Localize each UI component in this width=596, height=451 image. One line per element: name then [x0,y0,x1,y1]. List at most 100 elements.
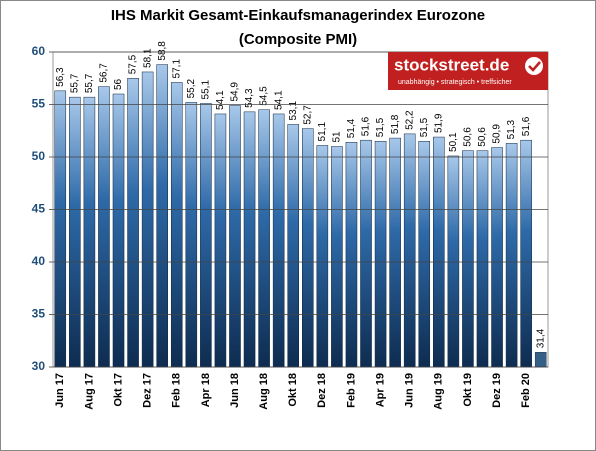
bar [505,143,518,368]
x-tick-label: Okt 19 [462,373,474,407]
value-label: 50,6 [463,127,474,147]
value-label: 51 [332,131,343,143]
bar [287,124,300,368]
value-label: 51,9 [433,113,444,133]
bar [98,86,110,368]
value-label: 55,7 [69,73,80,93]
y-tick-label: 40 [32,254,46,268]
value-label: 58,8 [157,41,168,61]
logo-icon [525,57,543,75]
value-label: 31,4 [535,328,546,348]
value-label: 54,1 [273,90,284,110]
x-tick-label: Jun 19 [404,373,416,408]
x-tick-label: Okt 18 [287,373,299,407]
bar [127,78,139,368]
value-label: 57,5 [128,54,139,74]
x-tick-label: Aug 17 [83,373,95,410]
value-label: 55,7 [84,73,95,93]
bar [476,150,489,368]
bar [345,142,358,368]
logo-check [528,61,541,72]
bar [360,139,372,368]
bar [54,90,67,368]
bar [214,113,227,368]
value-label: 50,1 [448,132,459,152]
logo-name: stockstreet.de [394,55,509,74]
value-label: 51,5 [419,117,430,137]
x-tick-label: Dez 17 [142,373,154,408]
bar [141,71,154,368]
x-tick-label: Jun 18 [229,373,241,408]
value-label: 57,1 [171,59,182,79]
value-label: 52,7 [302,105,313,125]
bar [200,103,212,368]
chart-title: IHS Markit Gesamt-Einkaufsmanagerindex E… [111,7,485,24]
x-tick-label: Feb 18 [171,373,183,408]
value-label: 51,6 [521,116,532,136]
x-tick-label: Aug 18 [258,373,270,410]
value-label: 54,1 [215,90,226,110]
value-label: 55,1 [201,80,212,100]
value-label: 54,9 [230,82,241,102]
bar [301,128,314,368]
x-tick-label: Dez 18 [316,373,328,408]
value-label: 56 [113,78,124,90]
bar [520,139,532,368]
logo-box [388,52,548,90]
value-label: 55,2 [186,78,197,98]
bar [69,96,81,368]
bar [229,105,241,368]
y-tick-label: 60 [32,44,46,58]
bar [156,64,168,368]
value-label: 54,3 [244,88,255,108]
x-tick-label: Okt 17 [112,373,124,407]
bar [316,145,329,368]
y-tick-label: 35 [32,307,46,321]
value-label: 50,6 [477,127,488,147]
bar [418,141,431,368]
y-tick-label: 30 [32,359,46,373]
y-tick-label: 55 [32,97,46,111]
value-label: 51,5 [375,117,386,137]
bar [403,133,416,368]
value-label: 58,1 [142,48,153,68]
bar [170,82,183,368]
x-tick-label: Apr 19 [374,373,386,407]
bar [331,146,343,368]
value-label: 51,6 [361,116,372,136]
logo: stockstreet.de unabhängig • strategisch … [388,52,548,90]
x-tick-label: Jun 17 [54,373,66,408]
value-label: 53,1 [288,101,299,121]
value-label: 51,3 [506,119,517,139]
bar [112,93,125,368]
x-tick-label: Feb 19 [345,373,357,408]
value-label: 56,7 [99,63,110,83]
value-label: 51,1 [317,122,328,142]
x-tick-label: Aug 19 [433,373,445,410]
bar [491,147,503,368]
bar [83,96,96,368]
x-tick-label: Feb 20 [520,373,532,408]
bar [462,150,474,368]
bar [374,141,387,368]
value-label: 52,2 [404,110,415,130]
value-label: 51,4 [346,118,357,138]
chart-subtitle: (Composite PMI) [239,31,357,48]
value-label: 54,5 [259,86,270,106]
bar [272,113,285,368]
bar [433,136,445,368]
bar [447,155,460,368]
x-tick-label: Apr 18 [200,373,212,407]
bar [258,109,270,368]
bar [243,111,256,368]
logo-tagline: unabhängig • strategisch • treffsicher [398,79,512,86]
bar [534,352,547,368]
bar [185,102,198,368]
x-tick-label: Dez 19 [491,373,503,408]
y-tick-label: 45 [32,202,46,216]
bar [389,137,401,368]
y-tick-label: 50 [32,149,46,163]
value-label: 56,3 [55,67,66,87]
